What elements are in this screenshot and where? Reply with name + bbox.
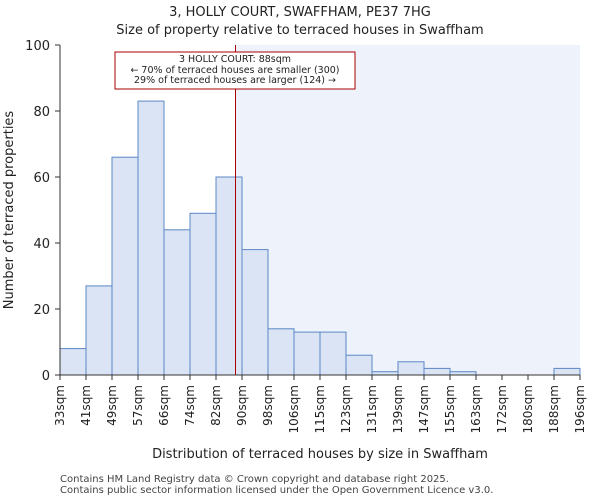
bar-98sqm: [267, 328, 295, 376]
y-axis-label: Number of terraced properties: [2, 111, 17, 310]
footer-line-2: Contains public sector information licen…: [60, 485, 494, 496]
x-tick-label-115sqm: 115sqm: [313, 385, 327, 433]
bar-49sqm: [111, 156, 139, 376]
x-tick-label-172sqm: 172sqm: [495, 385, 509, 433]
x-tick-label-82sqm: 82sqm: [209, 385, 223, 426]
y-tick-label-0: 0: [42, 369, 50, 384]
y-tick-label-60: 60: [33, 171, 50, 186]
bar-74sqm: [189, 212, 217, 376]
x-tick-label-196sqm: 196sqm: [573, 385, 587, 433]
x-tick-label-106sqm: 106sqm: [287, 385, 301, 433]
bar-147sqm: [423, 367, 451, 376]
bar-41sqm: [85, 285, 113, 376]
y-tick-label-20: 20: [33, 303, 50, 318]
y-tick-label-80: 80: [33, 105, 50, 120]
annotation-line-2: ← 70% of terraced houses are smaller (30…: [130, 65, 339, 76]
x-tick-label-188sqm: 188sqm: [547, 385, 561, 433]
x-tick-label-98sqm: 98sqm: [261, 385, 275, 426]
x-tick-label-66sqm: 66sqm: [157, 385, 171, 426]
footer-line-1: Contains HM Land Registry data © Crown c…: [60, 474, 449, 485]
larger-region-shading: [235, 45, 580, 375]
x-tick-label-131sqm: 131sqm: [365, 385, 379, 433]
x-tick-label-139sqm: 139sqm: [391, 385, 405, 433]
bar-123sqm: [345, 354, 373, 376]
x-tick-label-180sqm: 180sqm: [521, 385, 535, 433]
x-tick-label-147sqm: 147sqm: [417, 385, 431, 433]
bar-82sqm: [215, 176, 243, 376]
bar-90sqm: [241, 249, 269, 376]
bar-115sqm: [319, 331, 347, 376]
y-tick-label-100: 100: [25, 39, 50, 54]
x-tick-label-33sqm: 33sqm: [53, 385, 67, 426]
x-axis-label: Distribution of terraced houses by size …: [152, 447, 488, 462]
bar-139sqm: [397, 361, 425, 376]
bar-57sqm: [137, 100, 165, 376]
bar-188sqm: [553, 367, 581, 376]
y-tick-label-40: 40: [33, 237, 50, 252]
x-tick-label-74sqm: 74sqm: [183, 385, 197, 426]
x-tick-label-123sqm: 123sqm: [339, 385, 353, 433]
x-tick-label-57sqm: 57sqm: [131, 385, 145, 426]
x-tick-label-49sqm: 49sqm: [105, 385, 119, 426]
x-tick-label-41sqm: 41sqm: [79, 385, 93, 426]
x-tick-label-155sqm: 155sqm: [443, 385, 457, 433]
x-tick-label-163sqm: 163sqm: [469, 385, 483, 433]
annotation-line-1: 3 HOLLY COURT: 88sqm: [179, 54, 291, 65]
bar-106sqm: [293, 331, 321, 376]
bar-33sqm: [59, 348, 87, 376]
chart-title: 3, HOLLY COURT, SWAFFHAM, PE37 7HG: [169, 5, 431, 20]
bar-66sqm: [163, 229, 191, 376]
annotation-box: [114, 51, 356, 90]
annotation-line-3: 29% of terraced houses are larger (124) …: [134, 75, 336, 86]
chart-subtitle: Size of property relative to terraced ho…: [116, 23, 484, 38]
x-tick-label-90sqm: 90sqm: [235, 385, 249, 426]
